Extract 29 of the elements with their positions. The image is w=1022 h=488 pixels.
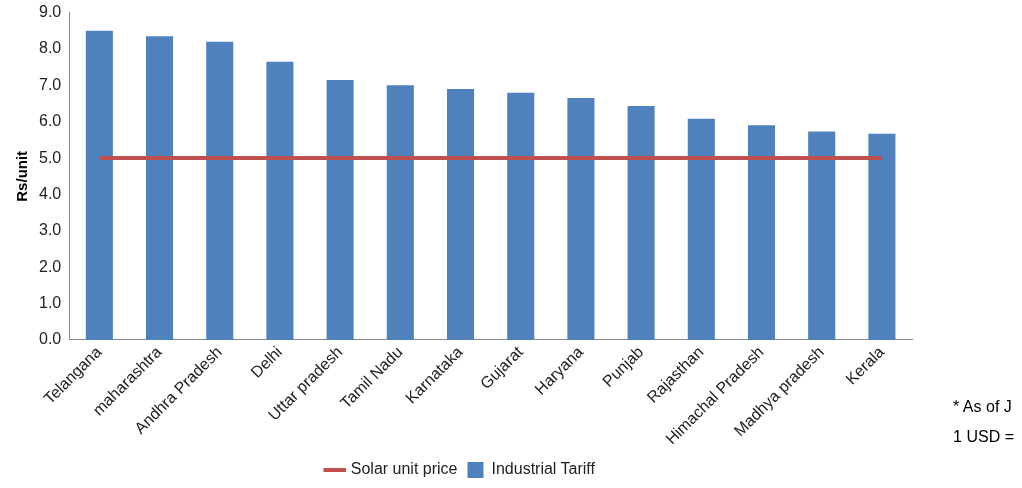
text: * As of J [953,397,1013,417]
legend-label: Industrial Tariff [491,460,596,478]
bar [687,118,715,340]
bar [868,133,896,340]
y-tick-label: 5.0 [38,148,62,166]
y-tick-label: 0.0 [38,330,62,348]
legend-label: Solar unit price [350,460,458,478]
bar [326,79,354,340]
bar [446,88,475,340]
y-tick-label: 2.0 [38,257,62,275]
bar [206,41,234,340]
bar [747,125,776,340]
y-tick-label: 1.0 [38,294,62,312]
y-tick-label: 7.0 [38,75,62,93]
y-tick-label: 4.0 [38,184,62,202]
bar [567,98,595,340]
y-tick-label: 9.0 [38,3,62,21]
bar [808,131,836,340]
y-tick-label: 6.0 [38,112,62,130]
bar [386,85,414,340]
bar [85,30,113,340]
y-tick-label: 8.0 [38,39,62,57]
y-tick-label: 3.0 [38,221,62,239]
bar [145,36,174,340]
text: 1 USD = [953,427,1014,447]
y-axis-title: Rs/unit [13,150,31,202]
bar [266,61,294,340]
bar [627,106,655,340]
bar [507,92,535,340]
